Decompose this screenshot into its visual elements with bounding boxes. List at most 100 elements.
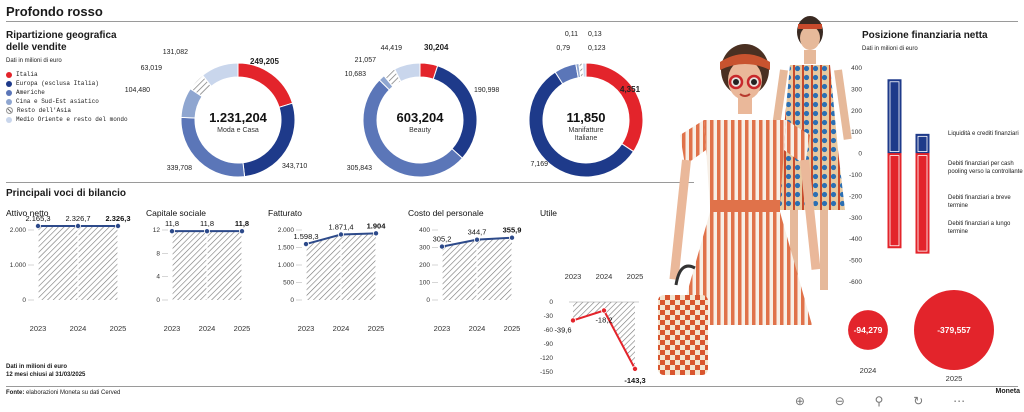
back-model: [770, 16, 852, 290]
pfn-bubble-2024: [848, 310, 888, 350]
bilancio-title: Principali voci di bilancio: [6, 188, 127, 199]
data-point: [168, 228, 175, 235]
donut-slice-label: 0,11: [565, 31, 578, 38]
area-chart-title: Attivo netto: [6, 208, 49, 218]
y-tick-label: 8: [156, 250, 160, 257]
search-icon[interactable]: ⚲: [874, 394, 884, 408]
legend-swatch-americhe: [6, 89, 12, 96]
y-tick-label: 300: [851, 86, 862, 93]
x-tick-label: 2023: [565, 272, 582, 281]
y-tick-label: 200: [419, 262, 430, 269]
legend-item-medio: Medio Oriente e resto del mondo: [6, 115, 146, 124]
data-point: [508, 234, 515, 241]
x-tick-label: 2025: [504, 324, 521, 333]
y-tick-label: 0: [858, 151, 862, 158]
pfn-bar-inner: [889, 81, 900, 152]
zoom-out-icon[interactable]: ⊖: [834, 394, 845, 408]
donut-slice-label: 0,13: [588, 31, 602, 38]
donut-slice-label: 0,123: [588, 45, 606, 52]
legend-swatch-asia_hatch: [6, 107, 13, 114]
y-tick-label: 0: [156, 297, 160, 304]
area-chart-fatturato: Fatturato 2.000 1.500 1.000 500 0 1.598,3 2023 1…: [268, 208, 386, 333]
data-label: 305,2: [433, 235, 452, 244]
x-tick-label: 2025: [627, 272, 644, 281]
donut-slice-medio: [393, 62, 421, 83]
y-tick-label: 200: [851, 108, 862, 115]
data-point: [203, 228, 210, 235]
donut-slice-label: 190,998: [474, 87, 499, 94]
data-label: -39,6: [554, 325, 571, 334]
donut-subtitle: Beauty: [409, 127, 431, 134]
donut-slice-label: 10,683: [345, 71, 367, 78]
pfn-bar-label: Debiti finanziari per cash pooling verso…: [948, 161, 1023, 175]
area-chart-title: Fatturato: [268, 208, 302, 218]
donut-total: 603,204: [397, 110, 445, 125]
donut-slice-label: 4,351: [620, 85, 641, 94]
pfn-chart: 400 300 200 100 0 -100 -200 -300 -400 -500 -600 -94…: [848, 65, 994, 383]
donut-charts: 249,205 343,710 339,708 104,480 63,019 131,08…: [125, 31, 644, 178]
data-label: 1.598,3: [293, 232, 318, 241]
legend-label: Americhe: [16, 89, 45, 96]
title-rule: [6, 21, 1018, 22]
pfn-bar-segment: [915, 153, 930, 254]
donut-legend: Italia Europa (esclusa Italia) Americhe Cin…: [6, 70, 146, 124]
area-chart-personale: Costo del personale 400 300 200 100 0 305,2 202…: [408, 208, 521, 333]
fonte-label: Fonte:: [6, 390, 25, 396]
area-fill: [573, 302, 635, 369]
pfn-bubble-label: -379,557: [937, 325, 971, 335]
y-tick-label: -120: [540, 355, 553, 362]
data-point: [438, 243, 445, 250]
donut-beauty: 30,204 190,998 305,843 10,683 21,057 44,419 60…: [345, 43, 499, 178]
fashion-photo: [658, 16, 852, 375]
legend-item-americhe: Americhe: [6, 88, 146, 97]
pfn-unit-note: Dati in milioni di euro: [862, 46, 918, 52]
x-tick-label: 2025: [368, 324, 385, 333]
data-label: -18,2: [595, 315, 612, 324]
legend-label: Europa (esclusa Italia): [16, 80, 99, 87]
donut-slice-label: 0,79: [556, 45, 570, 52]
donut-slice-label: 305,843: [347, 165, 372, 172]
x-tick-label: 2023: [164, 324, 181, 333]
y-tick-label: -400: [849, 236, 862, 243]
y-tick-label: 0: [426, 297, 430, 304]
data-label: 11,8: [235, 219, 249, 228]
x-tick-label: 2025: [234, 324, 251, 333]
donut-slice-label: 131,082: [163, 49, 188, 56]
y-tick-label: -90: [544, 341, 554, 348]
pfn-bar-2025: [915, 133, 930, 254]
fonte-note: Fonte: elaborazioni Moneta su dati Cerve…: [6, 390, 120, 396]
donut-slice-europa: [528, 71, 635, 178]
donut-total: 1.231,204: [209, 110, 268, 125]
x-tick-label: 2024: [860, 366, 877, 375]
data-point: [238, 228, 245, 235]
y-tick-label: 0: [290, 297, 294, 304]
x-tick-label: 2024: [596, 272, 613, 281]
x-tick-label: 2025: [946, 374, 963, 383]
more-icon[interactable]: ⋯: [953, 394, 966, 408]
donut-slice-label: 249,205: [250, 57, 279, 66]
donut-slice-label: 104,480: [125, 87, 150, 94]
legend-label: Cina e Sud-Est asiatico: [16, 98, 99, 105]
x-tick-label: 2024: [70, 324, 87, 333]
y-tick-label: -300: [849, 215, 862, 222]
data-point: [570, 317, 577, 324]
y-tick-label: 1.500: [278, 245, 295, 252]
y-tick-label: 400: [419, 227, 430, 234]
rotate-icon[interactable]: ↻: [913, 394, 924, 408]
donut-slice-medio: [581, 62, 587, 78]
pfn-bar-segment: [887, 153, 902, 249]
data-label: 1.871,4: [328, 223, 353, 232]
y-tick-label: 0: [549, 299, 553, 306]
y-tick-label: 2.000: [278, 227, 295, 234]
area-chart-capitale: Capitale sociale 12 8 4 0 11,8 2023 11,8 2024 11,…: [146, 208, 250, 333]
data-label: -143,3: [624, 376, 645, 385]
donut-slice-label: 63,019: [141, 65, 163, 72]
area-chart-utile: Utile 2023 2024 2025 0 -30 -60 -90 -120 -150 -39,6…: [540, 208, 646, 385]
y-tick-label: -30: [544, 313, 554, 320]
data-point: [473, 236, 480, 243]
x-tick-label: 2024: [199, 324, 216, 333]
data-point: [372, 230, 379, 237]
zoom-in-icon[interactable]: ⊕: [794, 394, 805, 408]
legend-item-asia_hatch: Resto dell'Asia: [6, 106, 146, 115]
y-tick-label: 1.000: [10, 262, 27, 269]
